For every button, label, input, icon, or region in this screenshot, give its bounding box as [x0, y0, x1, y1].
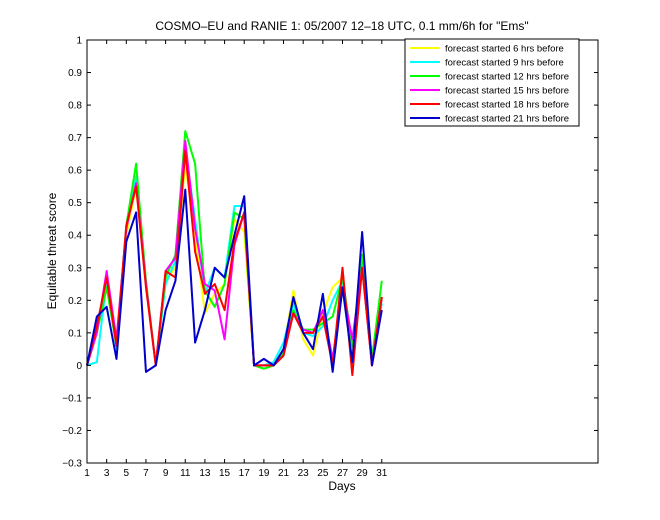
- legend-label-2: forecast started 9 hrs before: [445, 58, 564, 69]
- x-tick-label: 15: [219, 468, 231, 479]
- legend-label-3: forecast started 12 hrs before: [445, 72, 569, 83]
- y-tick-label: 0.4: [68, 231, 82, 242]
- x-tick-label: 19: [258, 468, 270, 479]
- x-tick-label: 3: [104, 468, 110, 479]
- x-tick-label: 7: [143, 468, 149, 479]
- chart-title: COSMO–EU and RANIE 1: 05/2007 12–18 UTC,…: [155, 19, 528, 33]
- x-tick-label: 17: [239, 468, 251, 479]
- x-tick-label: 29: [357, 468, 369, 479]
- x-tick-label: 21: [278, 468, 290, 479]
- y-tick-label: 1: [76, 36, 82, 47]
- series-line-5: [86, 149, 383, 377]
- legend-label-5: forecast started 18 hrs before: [445, 100, 569, 111]
- y-tick-label: 0.5: [68, 198, 82, 209]
- x-tick-label: 5: [124, 468, 130, 479]
- y-tick-label: 0.1: [68, 328, 82, 339]
- x-tick-label: 23: [298, 468, 310, 479]
- y-tick-label: 0.6: [68, 166, 82, 177]
- x-axis: 1 3 5 7 9 11 13 15 17 19 21 23 25 27 29 31: [84, 40, 388, 479]
- x-tick-label: 25: [317, 468, 329, 479]
- y-tick-label: −0.2: [62, 426, 82, 437]
- legend: forecast started 6 hrs before forecast st…: [404, 38, 580, 127]
- x-tick-label: 1: [84, 468, 90, 479]
- legend-label-4: forecast started 15 hrs before: [445, 86, 569, 97]
- y-tick-label: 0.3: [68, 263, 82, 274]
- x-tick-label: 11: [180, 468, 191, 479]
- y-tick-label: 0.7: [68, 133, 82, 144]
- x-tick-label: 9: [163, 468, 169, 479]
- y-tick-label: 0.9: [68, 68, 82, 79]
- x-tick-label: 27: [337, 468, 349, 479]
- legend-box: [404, 38, 580, 127]
- legend-label-6: forecast started 21 hrs before: [445, 114, 569, 125]
- series-line-2: [86, 146, 383, 367]
- y-axis-label: Equitable threat score: [45, 192, 59, 309]
- x-axis-label: Days: [328, 479, 355, 493]
- plot-series: [86, 130, 383, 377]
- x-tick-label: 31: [376, 468, 388, 479]
- y-tick-label: 0: [76, 361, 82, 372]
- y-tick-label: 0.2: [68, 296, 82, 307]
- series-line-3: [86, 130, 383, 370]
- legend-label-1: forecast started 6 hrs before: [445, 44, 564, 55]
- y-tick-label: 0.8: [68, 101, 82, 112]
- y-tick-label: −0.1: [62, 393, 82, 404]
- series-line-6: [86, 188, 383, 373]
- x-tick-label: 13: [199, 468, 211, 479]
- y-tick-label: −0.3: [62, 459, 82, 470]
- y-axis: −0.3 −0.2 −0.1 0 0.1 0.2 0.3 0.4 0.5 0.6 0.7 0.8 0.9…: [62, 36, 598, 470]
